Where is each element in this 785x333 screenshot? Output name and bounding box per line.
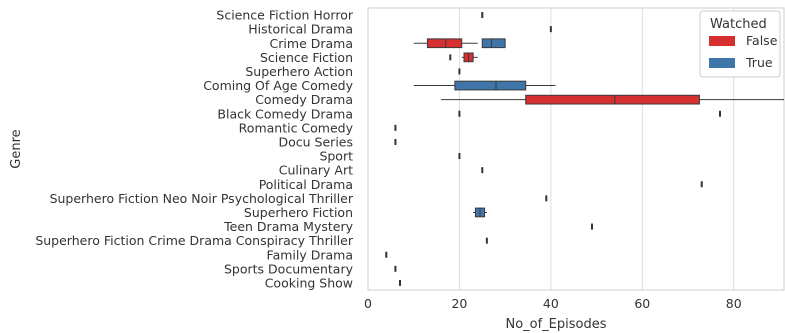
y-tick-label: Family Drama [267, 247, 353, 262]
y-tick-label: Historical Drama [248, 22, 353, 37]
x-tick-label: 60 [634, 296, 650, 311]
box-iqr [426, 38, 463, 49]
y-tick-label: Black Comedy Drama [217, 106, 353, 121]
box-false [461, 52, 478, 63]
legend-swatch-false [709, 36, 735, 46]
y-tick-label: Coming Of Age Comedy [203, 78, 353, 93]
x-tick-label: 80 [726, 296, 742, 311]
y-tick-label: Docu Series [279, 134, 353, 149]
x-axis-label: No_of_Episodes [505, 317, 606, 332]
box-iqr [525, 94, 700, 105]
y-tick-label: Science Fiction Horror [216, 8, 353, 23]
y-tick-label: Cooking Show [265, 275, 353, 290]
y-tick-label: Sport [319, 149, 353, 164]
plot-area-frame [367, 7, 785, 291]
legend-label-false: False [746, 33, 778, 48]
box-true [473, 207, 487, 218]
legend-title: Watched [710, 17, 767, 32]
box-iqr [481, 38, 506, 49]
box-series [385, 12, 784, 286]
box-false [441, 94, 784, 105]
y-tick-label: Romantic Comedy [239, 120, 354, 135]
y-tick-label: Crime Drama [270, 36, 353, 51]
x-tick-label: 0 [364, 296, 372, 311]
y-tick-label: Political Drama [259, 177, 353, 192]
y-tick-label: Superhero Fiction Crime Drama Conspiracy… [35, 233, 354, 248]
box-true [481, 38, 506, 49]
x-tick-label: 40 [543, 296, 559, 311]
y-axis-label: Genre [9, 129, 24, 168]
y-tick-label: Comedy Drama [255, 92, 353, 107]
y-tick-label: Culinary Art [279, 163, 353, 178]
y-tick-label: Superhero Fiction Neo Noir Psychological… [50, 191, 354, 206]
x-tick-label: 20 [451, 296, 467, 311]
legend: Watched False True [699, 10, 781, 78]
y-tick-label: Science Fiction [260, 50, 353, 65]
y-tick-label: Teen Drama Mystery [223, 219, 353, 234]
legend-swatch-true [709, 58, 735, 68]
box-iqr [454, 80, 527, 91]
grid-lines [458, 8, 735, 290]
box-true [413, 80, 556, 91]
y-tick-label: Sports Documentary [224, 261, 354, 276]
y-tick-label: Superhero Action [245, 64, 353, 79]
x-tick-labels: 0 20 40 60 80 [364, 296, 742, 311]
legend-label-true: True [745, 55, 773, 70]
box-false [413, 38, 478, 49]
y-tick-label: Superhero Fiction [244, 205, 353, 220]
